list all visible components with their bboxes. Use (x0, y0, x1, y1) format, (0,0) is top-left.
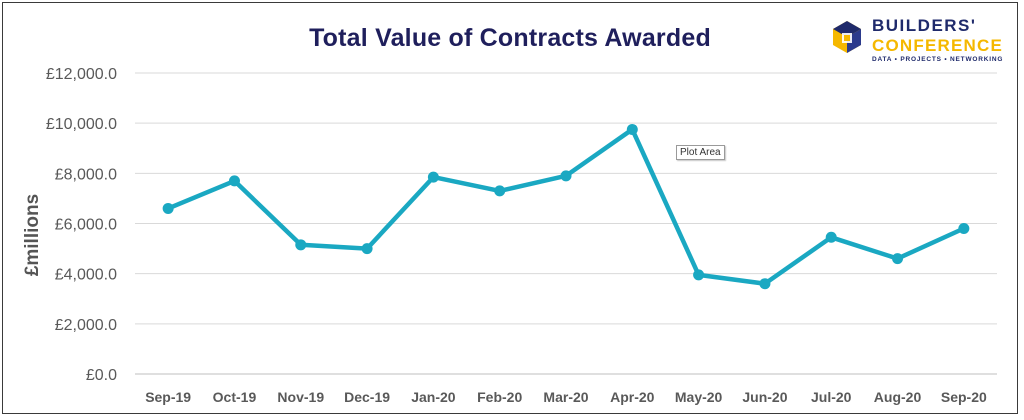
data-point[interactable] (892, 253, 904, 265)
x-tick-label: May-20 (675, 389, 723, 405)
data-point[interactable] (759, 278, 771, 290)
y-tick-label: £8,000.0 (55, 166, 117, 183)
y-tick-label: £6,000.0 (55, 217, 117, 234)
x-tick-label: Sep-19 (145, 389, 191, 405)
builders-conference-logo: BUILDERS' CONFERENCE DATA • PROJECTS • N… (830, 12, 1010, 72)
logo-hexagon-icon (833, 21, 861, 53)
x-tick-label: Aug-20 (874, 389, 922, 405)
data-point[interactable] (494, 185, 506, 197)
y-tick-label: £12,000.0 (46, 66, 117, 83)
plot-area-tooltip: Plot Area (676, 145, 725, 160)
data-point[interactable] (162, 202, 174, 214)
data-point[interactable] (560, 170, 572, 182)
x-tick-label: Jul-20 (811, 389, 852, 405)
data-point[interactable] (626, 123, 638, 135)
series-line[interactable] (165, 127, 967, 286)
logo-text-builders: BUILDERS' (872, 16, 977, 35)
data-point[interactable] (825, 231, 837, 243)
logo-text-conference: CONFERENCE (872, 36, 1004, 55)
data-point[interactable] (427, 171, 439, 183)
x-tick-label: Nov-19 (277, 389, 324, 405)
y-tick-label: £0.0 (86, 367, 117, 384)
data-point[interactable] (361, 243, 373, 255)
x-tick-label: Dec-19 (344, 389, 390, 405)
data-point[interactable] (228, 175, 240, 187)
data-point[interactable] (693, 269, 705, 281)
x-tick-label: Apr-20 (610, 389, 655, 405)
y-tick-label: £10,000.0 (46, 116, 117, 133)
x-tick-label: Sep-20 (941, 389, 987, 405)
x-tick-label: Oct-19 (213, 389, 257, 405)
data-point[interactable] (295, 239, 307, 251)
chart-title: Total Value of Contracts Awarded (309, 24, 711, 52)
logo-tagline: DATA • PROJECTS • NETWORKING (872, 56, 1004, 63)
x-tick-label: Jan-20 (411, 389, 456, 405)
x-tick-label: Mar-20 (543, 389, 588, 405)
x-tick-label: Feb-20 (477, 389, 522, 405)
data-point[interactable] (958, 223, 970, 235)
y-tick-label: £2,000.0 (55, 317, 117, 334)
y-tick-label: £4,000.0 (55, 267, 117, 284)
x-tick-label: Jun-20 (742, 389, 787, 405)
